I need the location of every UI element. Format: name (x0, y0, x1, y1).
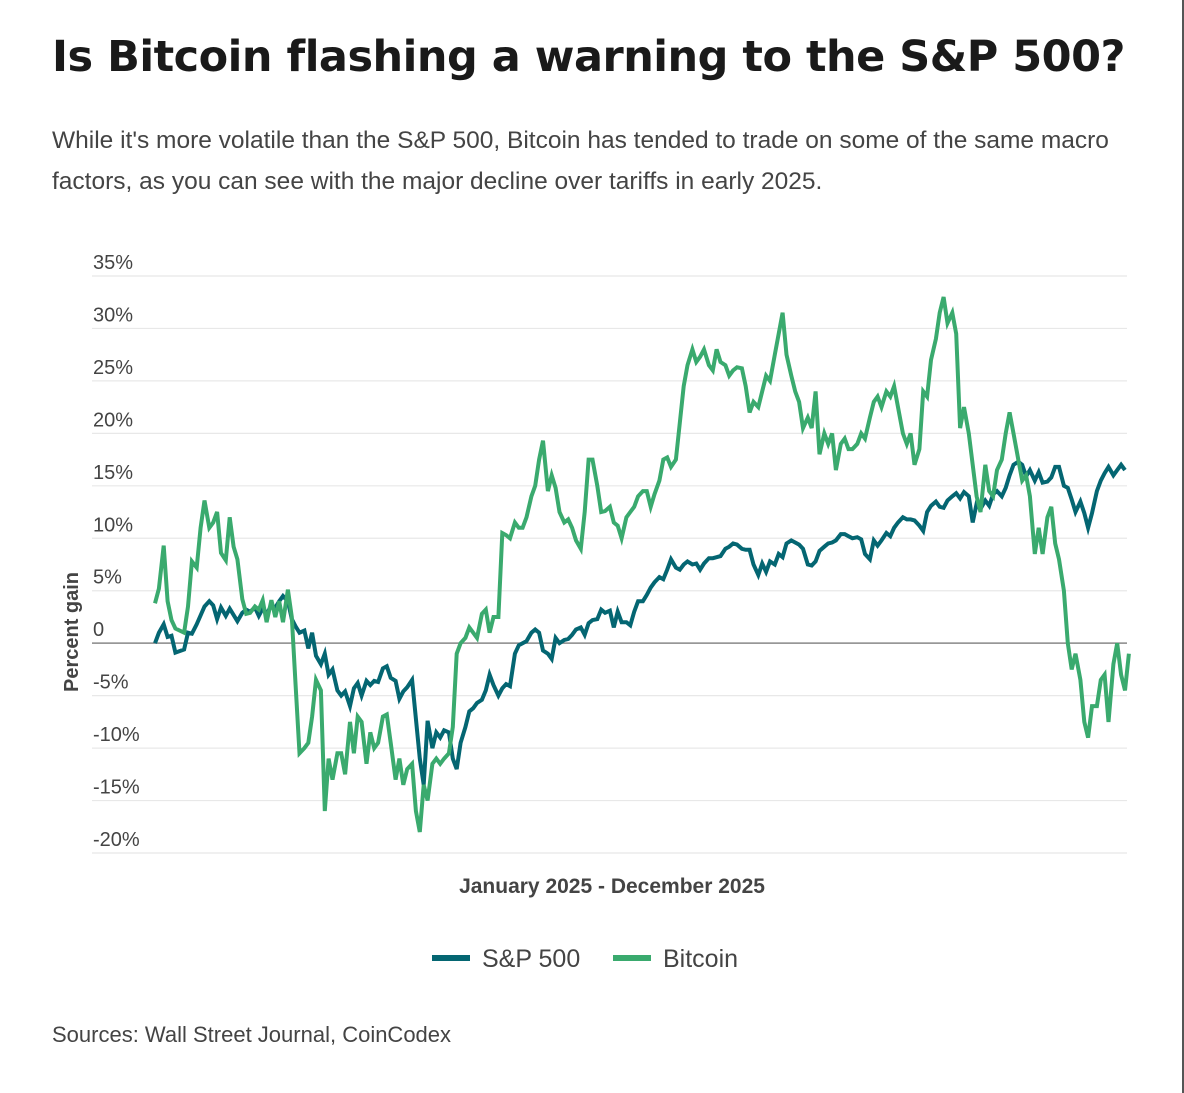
y-tick-label: 10% (93, 514, 133, 536)
y-tick-label: 15% (93, 462, 133, 484)
y-tick-label: 30% (93, 304, 133, 326)
y-tick-label: -10% (93, 724, 140, 746)
window-edge (1182, 0, 1184, 1093)
line-chart: 35% 30% 25% 20% 15% 10% 5% 0 -5% -10% -15% -20% Per… (61, 252, 1131, 973)
y-tick-label: 0 (93, 619, 104, 641)
legend: S&P 500 Bitcoin (432, 945, 738, 973)
y-tick-label: 35% (93, 252, 133, 274)
sources-note: Sources: Wall Street Journal, CoinCodex (52, 1022, 452, 1047)
y-tick-label: -20% (93, 829, 140, 851)
y-tick-label: 20% (93, 409, 133, 431)
grid-lines (92, 275, 1127, 854)
y-tick-labels: 35% 30% 25% 20% 15% 10% 5% 0 -5% -10% -15% -20% (93, 252, 140, 851)
legend-item-sp500[interactable]: S&P 500 (432, 945, 580, 973)
legend-swatch-sp500 (432, 955, 470, 961)
legend-item-bitcoin[interactable]: Bitcoin (613, 945, 738, 973)
y-tick-label: -15% (93, 777, 140, 799)
series-line-s-p-500 (153, 459, 1127, 786)
series-line-bitcoin (153, 296, 1131, 833)
y-tick-label: 25% (93, 357, 133, 379)
legend-label-sp500: S&P 500 (482, 945, 580, 973)
legend-label-bitcoin: Bitcoin (663, 945, 738, 973)
legend-swatch-bitcoin (613, 955, 651, 961)
series-lines (153, 296, 1131, 833)
chart-subtitle: While it's more volatile than the S&P 50… (52, 127, 1109, 195)
y-tick-label: -5% (93, 672, 129, 694)
y-tick-label: 5% (93, 567, 122, 589)
chart-title: Is Bitcoin flashing a warning to the S&P… (52, 32, 1125, 82)
x-axis-label: January 2025 - December 2025 (459, 875, 765, 898)
y-axis-label: Percent gain (61, 572, 83, 692)
